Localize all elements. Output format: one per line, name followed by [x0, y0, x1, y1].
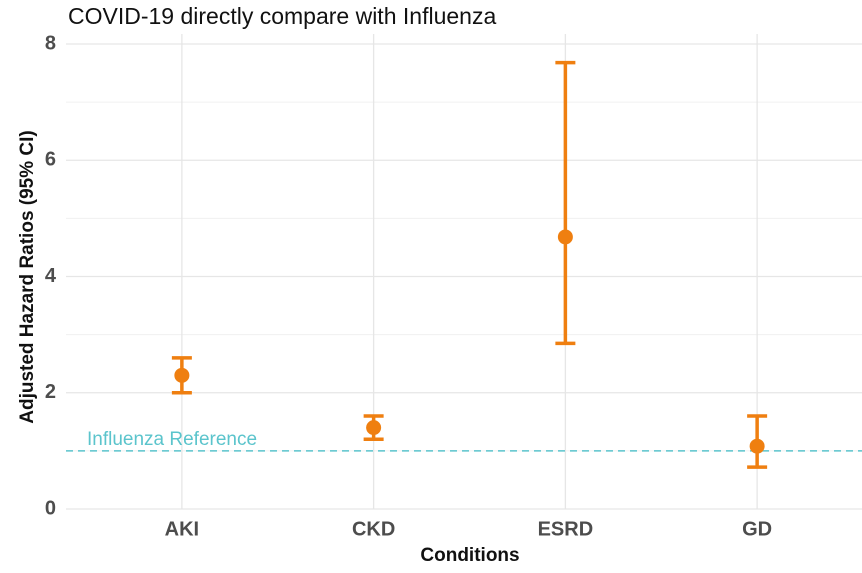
chart-title: COVID-19 directly compare with Influenza [68, 3, 496, 29]
x-axis-label: Conditions [420, 545, 519, 566]
y-axis-label: Adjusted Hazard Ratios (95% CI) [17, 130, 38, 424]
y-tick-label: 2 [45, 381, 56, 403]
y-tick-label: 0 [45, 497, 56, 519]
x-tick-label: AKI [165, 518, 199, 540]
y-tick-label: 6 [45, 149, 56, 171]
reference-label: Influenza Reference [87, 429, 257, 450]
x-tick-label: GD [742, 518, 772, 540]
point [749, 438, 765, 454]
y-tick-label: 4 [45, 265, 57, 287]
x-tick-label: ESRD [538, 518, 594, 540]
point [557, 229, 573, 245]
point [174, 367, 190, 383]
point [366, 420, 382, 436]
x-tick-label: CKD [352, 518, 395, 540]
y-tick-label: 8 [45, 32, 56, 54]
